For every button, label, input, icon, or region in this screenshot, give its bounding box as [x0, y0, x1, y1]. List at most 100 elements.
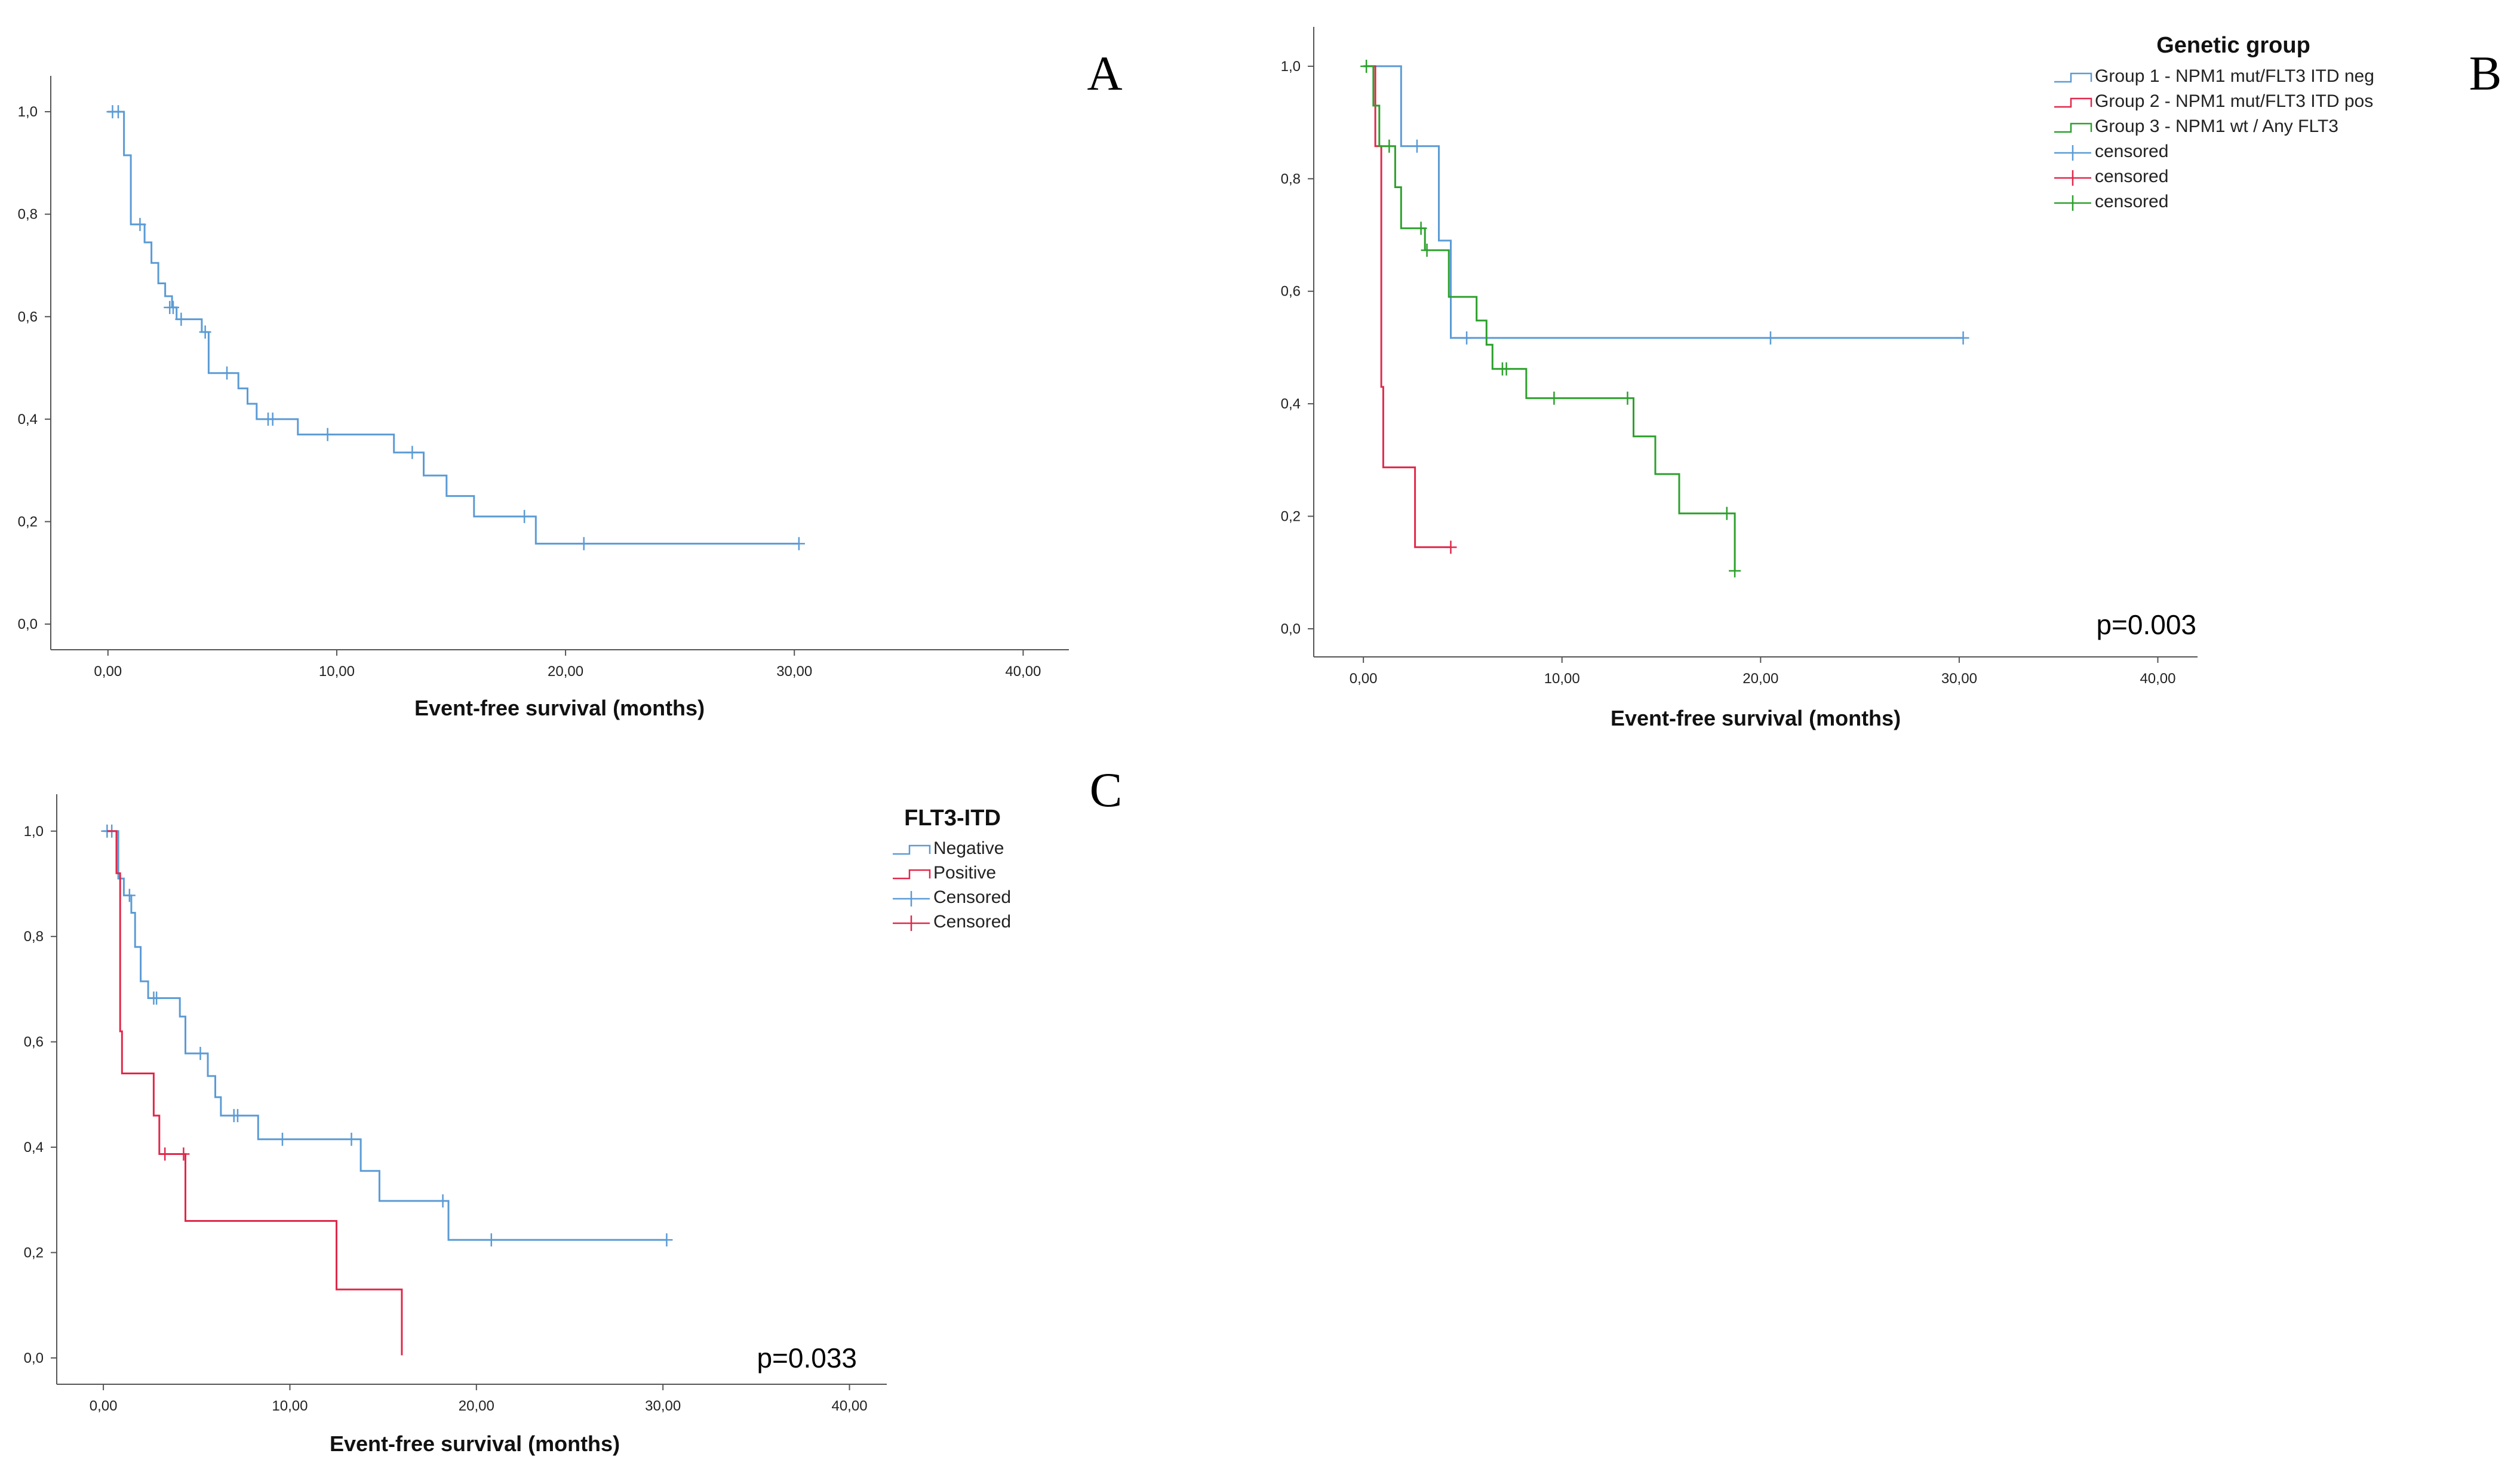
panel-c-series-2-censor-mark	[177, 1147, 190, 1161]
panel-b-y-tick-label: 1,0	[1281, 59, 1301, 75]
panel-c-survival-plot: 0,0 0,2 0,4 0,6 0,8 1,0 0,00 10,00 20,00 30,00 40…	[24, 763, 1123, 1456]
panel-a-series-1-censor-mark	[406, 445, 419, 459]
panel-b-legend-censor-swatch	[2054, 170, 2091, 186]
panel-a-y-tick-label: 0,2	[18, 514, 38, 530]
panel-b-y-tick-label: 0,0	[1281, 621, 1301, 637]
panel-a-x-tick-label: 20,00	[548, 663, 583, 680]
panel-c-series-1-censor-mark	[194, 1047, 207, 1061]
panel-a-series-1-censor-mark	[321, 428, 334, 441]
panel-b-series-3-censor-mark	[1548, 391, 1560, 405]
panel-b-x-tick-label: 20,00	[1743, 671, 1778, 687]
panel-c-legend-label: Censored	[933, 912, 1011, 932]
panel-a-y-tick-label: 0,6	[18, 309, 38, 325]
panel-a-series-1-censor-mark	[792, 537, 805, 551]
panel-b-series-3-censor-mark	[1500, 362, 1513, 376]
panel-b-series-3-censor-mark	[1360, 59, 1373, 73]
panel-a-x-tick-label: 0,00	[94, 663, 122, 680]
panel-c-series-1-censor-mark	[437, 1194, 449, 1208]
panel-a-series-1-censor-mark	[518, 509, 531, 523]
panel-c-legend-label: Positive	[933, 863, 996, 883]
panel-b-x-tick-label: 10,00	[1544, 671, 1580, 687]
panel-a-y-tick-label: 0,0	[18, 616, 38, 632]
panel-c-legend-title: FLT3-ITD	[904, 806, 1001, 831]
panel-b-series-1-curve	[1363, 65, 1963, 339]
panel-a-letter: A	[1087, 46, 1122, 100]
panel-b-series-1-censor-mark	[1957, 331, 1969, 345]
panel-b-legend-title: Genetic group	[2156, 33, 2310, 58]
panel-c-series-1-censor-mark	[485, 1233, 497, 1247]
panel-a-y-ticks: 0,0 0,2 0,4 0,6 0,8 1,0	[18, 104, 51, 632]
panel-c-series-2-curve	[107, 830, 403, 1356]
panel-a-survival-plot: 0,0 0,2 0,4 0,6 0,8 1,0 0,00 10,00 20,00 30,00 40…	[18, 46, 1123, 720]
panel-b-series-3-censor-mark	[1729, 564, 1741, 577]
panel-b-legend-label: censored	[2095, 167, 2168, 186]
panel-b-legend-label: Group 2 - NPM1 mut/FLT3 ITD pos	[2095, 91, 2373, 111]
panel-c-series-1-censor-mark	[231, 1109, 244, 1123]
panel-c-x-tick-label: 0,00	[90, 1398, 118, 1414]
panel-b-y-tick-label: 0,2	[1281, 509, 1301, 525]
panel-b-series-3-censor-mark	[1720, 506, 1733, 520]
panel-b-legend-step-swatch	[2054, 97, 2092, 108]
panel-b-x-tick-label: 40,00	[2140, 671, 2175, 687]
panel-c-y-tick-label: 0,6	[24, 1034, 44, 1050]
panel-c-x-tick-label: 40,00	[831, 1398, 867, 1414]
panel-b-legend-label: censored	[2095, 192, 2168, 211]
panel-c-legend-step-swatch	[893, 869, 931, 880]
panel-c-y-tick-label: 0,0	[24, 1350, 44, 1366]
panel-c-series-1-censor-mark	[150, 991, 163, 1005]
panel-c-y-tick-label: 0,2	[24, 1245, 44, 1261]
panel-b-letter: B	[2469, 46, 2502, 100]
panel-c-y-tick-label: 1,0	[24, 824, 44, 840]
panel-a-series-1-censor-mark	[199, 325, 211, 339]
panel-a-x-tick-label: 40,00	[1005, 663, 1041, 680]
panel-a-x-axis-label: Event-free survival (months)	[414, 696, 705, 720]
panel-a-x-tick-label: 30,00	[776, 663, 812, 680]
panel-b-curves	[1360, 59, 1969, 577]
panel-c-legend-step-swatch	[893, 844, 931, 855]
panel-a-series-1-censor-mark	[167, 300, 179, 314]
panel-b-series-3-censor-mark	[1383, 139, 1396, 153]
panel-b-legend-label: censored	[2095, 142, 2168, 161]
panel-b-p-value: p=0.003	[2096, 609, 2196, 640]
panel-b-legend: Genetic group Group 1 - NPM1 mut/FLT3 ITD…	[2054, 33, 2374, 211]
panel-b-y-tick-label: 0,6	[1281, 284, 1301, 300]
panel-c-y-tick-label: 0,8	[24, 929, 44, 945]
panel-a-x-tick-label: 10,00	[319, 663, 355, 680]
panel-c-x-ticks: 0,00 10,00 20,00 30,00 40,00	[90, 1384, 868, 1414]
panel-c-legend-censor-swatch	[893, 891, 930, 907]
panel-c-series-1-censor-mark	[276, 1132, 288, 1146]
panel-a-series-1-curve	[107, 110, 799, 545]
panel-c-series-1-censor-mark	[345, 1132, 358, 1146]
panel-c-series-2-censor-mark	[159, 1147, 171, 1161]
panel-b-y-tick-label: 0,4	[1281, 396, 1301, 412]
panel-b-series-1-censor-mark	[1410, 139, 1423, 153]
panel-c-x-axis-label: Event-free survival (months)	[330, 1431, 620, 1456]
panel-b-y-ticks: 0,0 0,2 0,4 0,6 0,8 1,0	[1281, 59, 1314, 637]
panel-a-series-1-censor-mark	[266, 412, 279, 426]
panel-a-series-1-censor-mark	[112, 105, 125, 119]
panel-c-series-1-censor-mark	[123, 889, 136, 902]
panel-a-series-1-censor-mark	[175, 312, 188, 326]
panel-c-x-tick-label: 30,00	[645, 1398, 681, 1414]
panel-c-letter: C	[1090, 763, 1123, 817]
panel-b-legend-censor-swatch	[2054, 145, 2091, 161]
panel-b-series-3-censor-mark	[1621, 391, 1634, 405]
panel-b-legend-step-swatch	[2054, 72, 2092, 83]
panel-c-legend-censor-swatch	[893, 915, 930, 931]
panel-b-legend-label: Group 1 - NPM1 mut/FLT3 ITD neg	[2095, 66, 2374, 86]
panel-a-series-1-censor-mark	[134, 217, 146, 231]
panel-c-series-1-curve	[103, 830, 667, 1241]
panel-a-y-tick-label: 1,0	[18, 104, 38, 120]
panel-b-x-axis-label: Event-free survival (months)	[1611, 706, 1901, 730]
panel-b-legend-censor-swatch	[2054, 195, 2091, 211]
panel-c-legend-label: Censored	[933, 887, 1011, 907]
panel-c-x-tick-label: 20,00	[459, 1398, 494, 1414]
panel-b-x-tick-label: 30,00	[1941, 671, 1977, 687]
panel-c-x-tick-label: 10,00	[272, 1398, 308, 1414]
panel-a-curves	[106, 105, 805, 551]
panel-a-x-ticks: 0,00 10,00 20,00 30,00 40,00	[94, 650, 1041, 680]
panel-b-series-1-censor-mark	[1461, 331, 1473, 345]
panel-b-series-3-curve	[1363, 65, 1736, 571]
panel-c-y-ticks: 0,0 0,2 0,4 0,6 0,8 1,0	[24, 824, 57, 1366]
